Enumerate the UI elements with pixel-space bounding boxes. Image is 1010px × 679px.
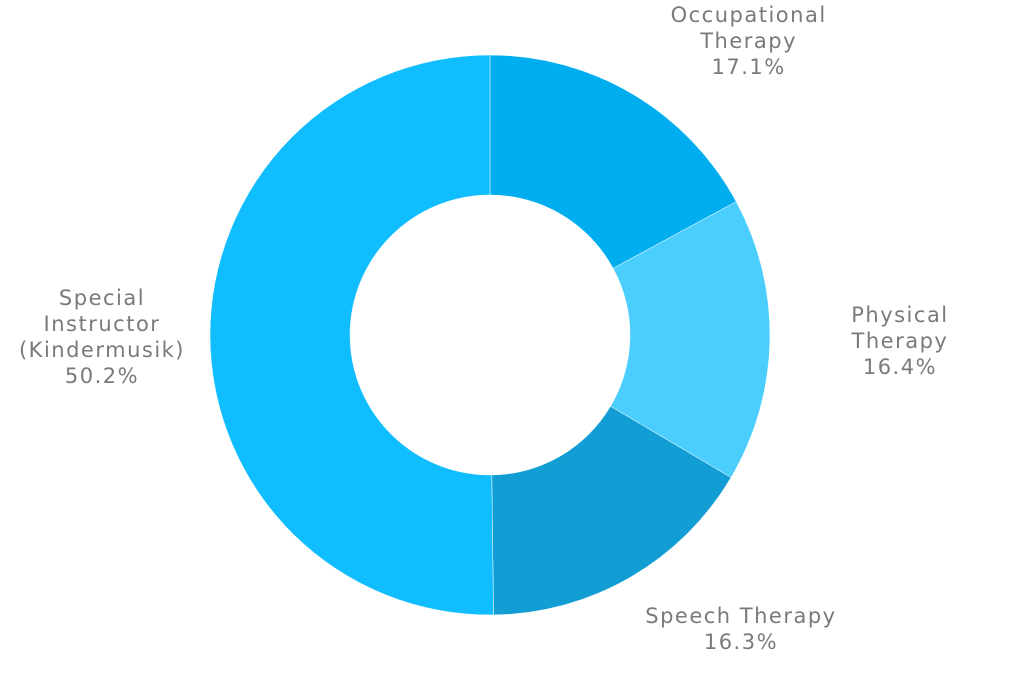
donut-slice: [610, 201, 771, 478]
slice-label: Physical Therapy 16.4%: [800, 302, 1000, 380]
donut-slice: [491, 405, 732, 616]
slice-label: Occupational Therapy 17.1%: [649, 2, 849, 80]
slice-label: Speech Therapy 16.3%: [645, 603, 836, 655]
category-label: Special Instructor (Kindermusik): [18, 285, 186, 362]
value-label: 50.2%: [64, 363, 140, 388]
value-label: 16.3%: [703, 630, 779, 655]
category-label: Speech Therapy: [645, 604, 837, 629]
category-label: Physical Therapy: [851, 302, 949, 353]
category-label: Occupational Therapy: [670, 3, 827, 53]
donut-slice: [489, 54, 737, 269]
slice-label: Special Instructor (Kindermusik) 50.2%: [2, 285, 202, 389]
value-label: 17.1%: [711, 55, 786, 79]
value-label: 16.4%: [862, 354, 938, 379]
donut-slice: [209, 54, 494, 616]
